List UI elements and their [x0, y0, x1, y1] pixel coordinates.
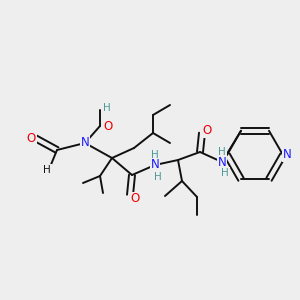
Text: H: H [221, 168, 229, 178]
Text: N: N [283, 148, 291, 161]
Text: O: O [130, 193, 140, 206]
Text: N: N [218, 155, 226, 169]
Text: H: H [154, 172, 162, 182]
Text: H: H [151, 150, 159, 160]
Text: H: H [103, 103, 111, 113]
Text: O: O [26, 131, 36, 145]
Text: N: N [151, 158, 159, 172]
Text: O: O [202, 124, 211, 137]
Text: H: H [218, 147, 226, 157]
Text: H: H [43, 165, 51, 175]
Text: O: O [103, 119, 112, 133]
Text: N: N [81, 136, 89, 149]
